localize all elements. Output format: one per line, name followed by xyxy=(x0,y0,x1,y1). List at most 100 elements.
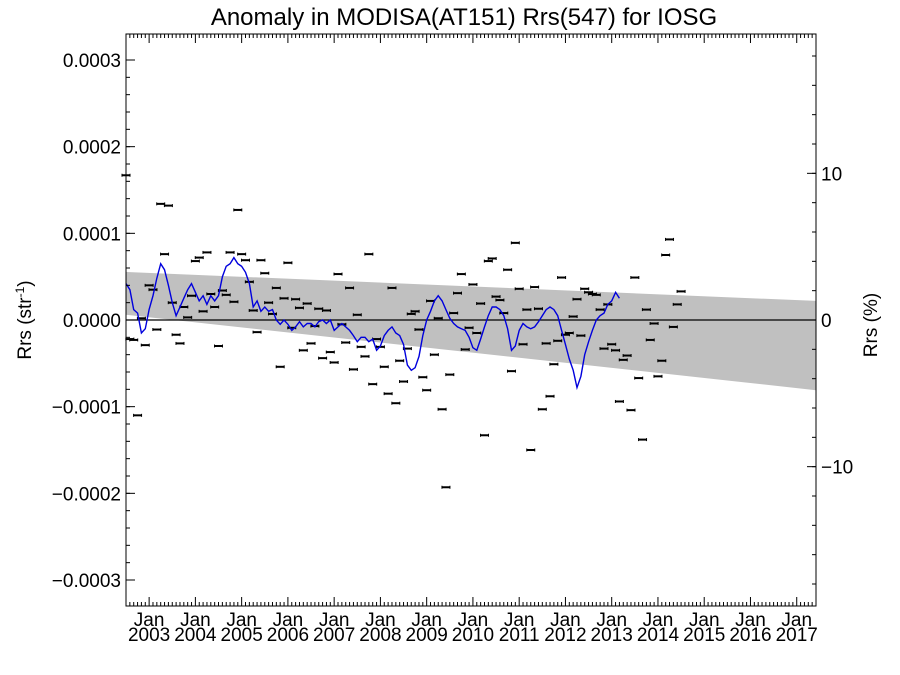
anomaly-point xyxy=(668,325,678,329)
y-tick-label: 0.0002 xyxy=(63,138,121,159)
x-tick-month-label: Jan xyxy=(180,610,211,631)
anomaly-point xyxy=(383,392,393,396)
anomaly-point xyxy=(672,302,682,306)
anomaly-point xyxy=(237,252,247,256)
anomaly-point xyxy=(418,375,428,379)
anomaly-point xyxy=(348,367,358,371)
x-tick-month-label: Jan xyxy=(319,610,350,631)
x-tick-month-label: Jan xyxy=(643,610,674,631)
anomaly-point xyxy=(433,316,443,320)
anomaly-point xyxy=(653,374,663,378)
anomaly-point xyxy=(364,252,374,256)
anomaly-point xyxy=(229,300,239,304)
anomaly-point xyxy=(568,315,578,319)
x-tick-month-label: Jan xyxy=(689,610,720,631)
anomaly-point xyxy=(449,311,459,315)
x-tick-year-label: 2010 xyxy=(452,625,494,646)
y-tick-label: −0.0002 xyxy=(52,484,121,505)
x-tick-year-label: 2004 xyxy=(174,625,217,646)
y2-tick-label: 10 xyxy=(821,164,842,185)
anomaly-point xyxy=(530,285,540,289)
anomaly-point xyxy=(537,407,547,411)
anomaly-point xyxy=(422,388,432,392)
anomaly-point xyxy=(267,312,277,316)
anomaly-point xyxy=(410,309,420,313)
anomaly-point xyxy=(279,296,289,300)
anomaly-point xyxy=(657,359,667,363)
anomaly-point xyxy=(622,354,632,358)
anomaly-point xyxy=(240,258,250,262)
chart-title: Anomaly in MODISA(AT151) Rrs(547) for IO… xyxy=(211,4,717,31)
anomaly-point xyxy=(607,342,617,346)
x-tick-month-label: Jan xyxy=(458,610,489,631)
anomaly-point xyxy=(464,326,474,330)
anomaly-point xyxy=(445,373,455,377)
anomaly-point xyxy=(514,287,524,291)
y-axis-label: Rrs (str-1) xyxy=(13,280,36,359)
x-tick-year-label: 2013 xyxy=(591,625,633,646)
anomaly-point xyxy=(356,345,366,349)
anomaly-point xyxy=(318,356,328,360)
x-tick-year-label: 2016 xyxy=(729,625,771,646)
anomaly-point xyxy=(649,321,659,325)
plot-area xyxy=(121,173,816,489)
x-tick-month-label: Jan xyxy=(596,610,627,631)
anomaly-point xyxy=(210,305,220,309)
anomaly-point xyxy=(591,293,601,297)
anomaly-point xyxy=(557,276,567,280)
anomaly-point xyxy=(599,347,609,351)
anomaly-point xyxy=(506,369,516,373)
anomaly-point xyxy=(526,448,536,452)
x-tick-month-label: Jan xyxy=(226,610,257,631)
anomaly-point xyxy=(183,315,193,319)
anomaly-point xyxy=(271,286,281,290)
axes: 0.0003 0.0002 0.0001 0.0000 −0.0001 −0.0002 −0… xyxy=(52,34,853,646)
anomaly-point xyxy=(198,309,208,313)
x-tick-year-label: 2009 xyxy=(406,625,448,646)
anomaly-point xyxy=(341,341,351,345)
y-tick-label: 0.0000 xyxy=(63,311,121,332)
anomaly-point xyxy=(483,259,493,263)
anomaly-point xyxy=(379,365,389,369)
x-tick-year-label: 2007 xyxy=(313,625,355,646)
anomaly-point xyxy=(665,237,675,241)
anomaly-point xyxy=(453,291,463,295)
anomaly-point xyxy=(564,331,574,335)
anomaly-point xyxy=(275,365,285,369)
anomaly-point xyxy=(256,258,266,262)
anomaly-point xyxy=(345,286,355,290)
trend-band xyxy=(126,271,816,391)
x-tick-year-label: 2003 xyxy=(128,625,170,646)
x-tick-year-label: 2011 xyxy=(499,625,540,646)
anomaly-point xyxy=(533,307,543,311)
anomaly-point xyxy=(302,302,312,306)
anomaly-point xyxy=(641,308,651,312)
anomaly-point xyxy=(129,338,139,342)
anomaly-point xyxy=(283,261,293,265)
anomaly-point xyxy=(541,341,551,345)
x-tick-month-label: Jan xyxy=(550,610,581,631)
anomaly-point xyxy=(133,413,143,417)
anomaly-point xyxy=(399,380,409,384)
x-tick-month-label: Jan xyxy=(411,610,442,631)
anomaly-point xyxy=(144,283,154,287)
anomaly-point xyxy=(437,407,447,411)
anomaly-point xyxy=(214,344,224,348)
anomaly-point xyxy=(264,301,274,305)
anomaly-point xyxy=(614,399,624,403)
anomaly-point xyxy=(618,358,628,362)
anomaly-point xyxy=(294,306,304,310)
anomaly-point xyxy=(163,204,173,208)
y-tick-label: −0.0001 xyxy=(52,398,121,419)
x-tick-year-label: 2006 xyxy=(267,625,309,646)
x-tick-year-label: 2012 xyxy=(544,625,586,646)
anomaly-point xyxy=(171,333,181,337)
anomaly-point xyxy=(549,362,559,366)
x-tick-month-label: Jan xyxy=(504,610,535,631)
anomaly-point xyxy=(634,376,644,380)
anomaly-point xyxy=(360,354,370,358)
anomaly-point xyxy=(479,433,489,437)
y-tick-label: 0.0003 xyxy=(63,51,121,72)
anomaly-point xyxy=(638,438,648,442)
